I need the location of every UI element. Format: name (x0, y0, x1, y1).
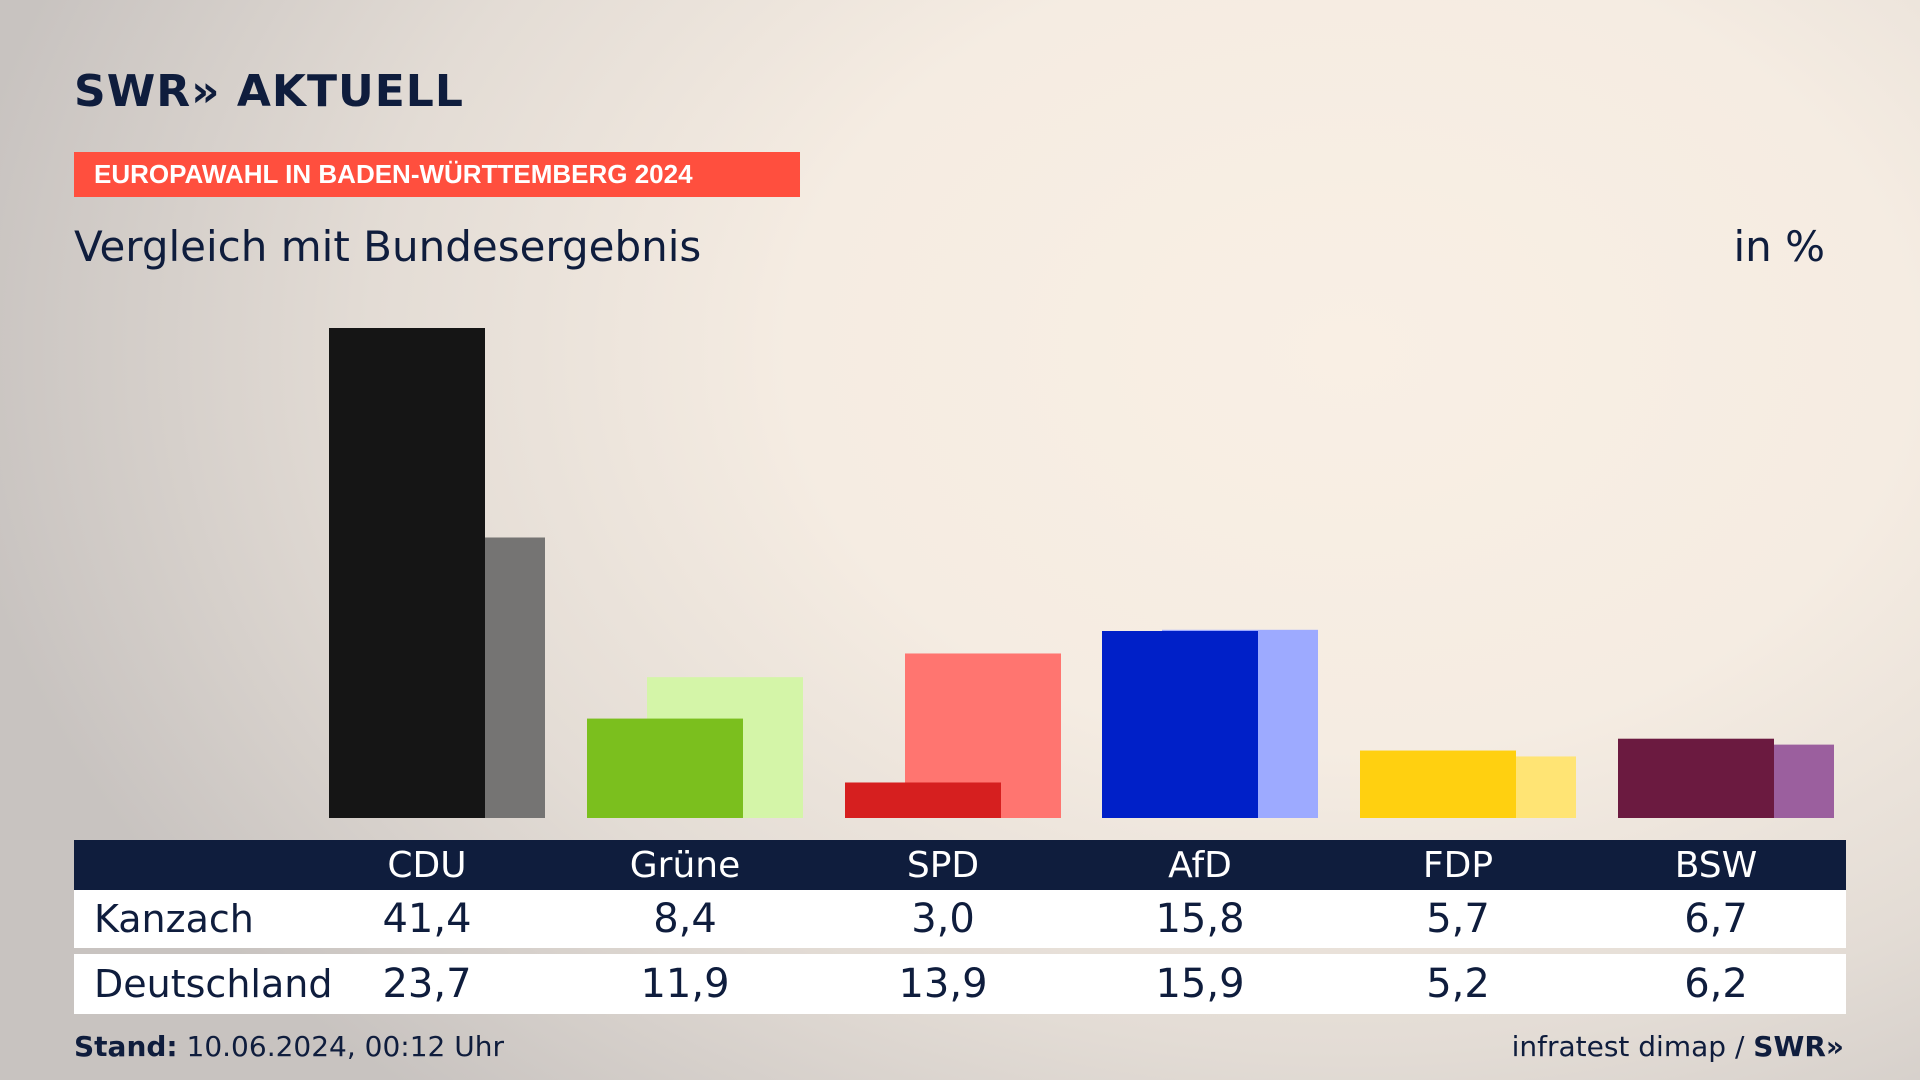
table-cell: 41,4 (382, 896, 472, 942)
header-spd: SPD (906, 844, 980, 886)
stand-value: 10.06.2024, 00:12 Uhr (186, 1030, 504, 1063)
row-label-deutschland: Deutschland (94, 962, 333, 1006)
header-cdu: CDU (387, 844, 467, 886)
bar-kanzach-0 (329, 328, 485, 818)
table-cell: 15,8 (1155, 896, 1245, 942)
header-afd: AfD (1168, 844, 1232, 886)
row-label-kanzach: Kanzach (94, 897, 254, 941)
table-cell: 11,9 (640, 961, 730, 1007)
table-cell: 3,0 (911, 896, 975, 942)
header-bsw: BSW (1674, 844, 1758, 886)
table-row-kanzach: Kanzach 41,4 8,4 3,0 15,8 5,7 6,7 (74, 890, 1846, 948)
unit-label: in % (1733, 222, 1825, 271)
results-table: CDU Grüne SPD AfD FDP BSW Kanzach 41,4 8,4 3,0 1… (74, 840, 1846, 1014)
header-fdp: FDP (1422, 844, 1494, 886)
bar-kanzach-4 (1360, 750, 1516, 818)
bar-kanzach-1 (587, 718, 743, 818)
swr-mini-logo: SWR» (1753, 1030, 1844, 1063)
table-cell: 15,9 (1155, 961, 1245, 1007)
table-cell: 13,9 (898, 961, 988, 1007)
stand-label: Stand: (74, 1030, 178, 1063)
table-cell: 5,2 (1426, 961, 1490, 1007)
table-cell: 6,7 (1684, 896, 1748, 942)
bar-kanzach-3 (1102, 630, 1258, 818)
table-cell: 23,7 (382, 961, 472, 1007)
table-header: CDU Grüne SPD AfD FDP BSW (74, 840, 1846, 890)
bar-kanzach-2 (845, 782, 1001, 818)
timestamp: Stand: 10.06.2024, 00:12 Uhr (74, 1030, 504, 1063)
table-cell: 5,7 (1426, 896, 1490, 942)
chart-subtitle: Vergleich mit Bundesergebnis (74, 222, 702, 271)
table-cell: 8,4 (653, 896, 717, 942)
swr-aktuell-logo: SWR» AKTUELL (74, 66, 464, 117)
source-credit: infratest dimap / SWR» (1512, 1030, 1844, 1063)
header-gruene: Grüne (629, 844, 741, 886)
bar-kanzach-5 (1618, 738, 1774, 818)
table-cell: 6,2 (1684, 961, 1748, 1007)
table-row-deutschland: Deutschland 23,7 11,9 13,9 15,9 5,2 6,2 (74, 954, 1846, 1014)
source-text: infratest dimap / (1511, 1030, 1745, 1063)
kicker-banner: EUROPAWAHL IN BADEN-WÜRTTEMBERG 2024 (74, 152, 800, 197)
